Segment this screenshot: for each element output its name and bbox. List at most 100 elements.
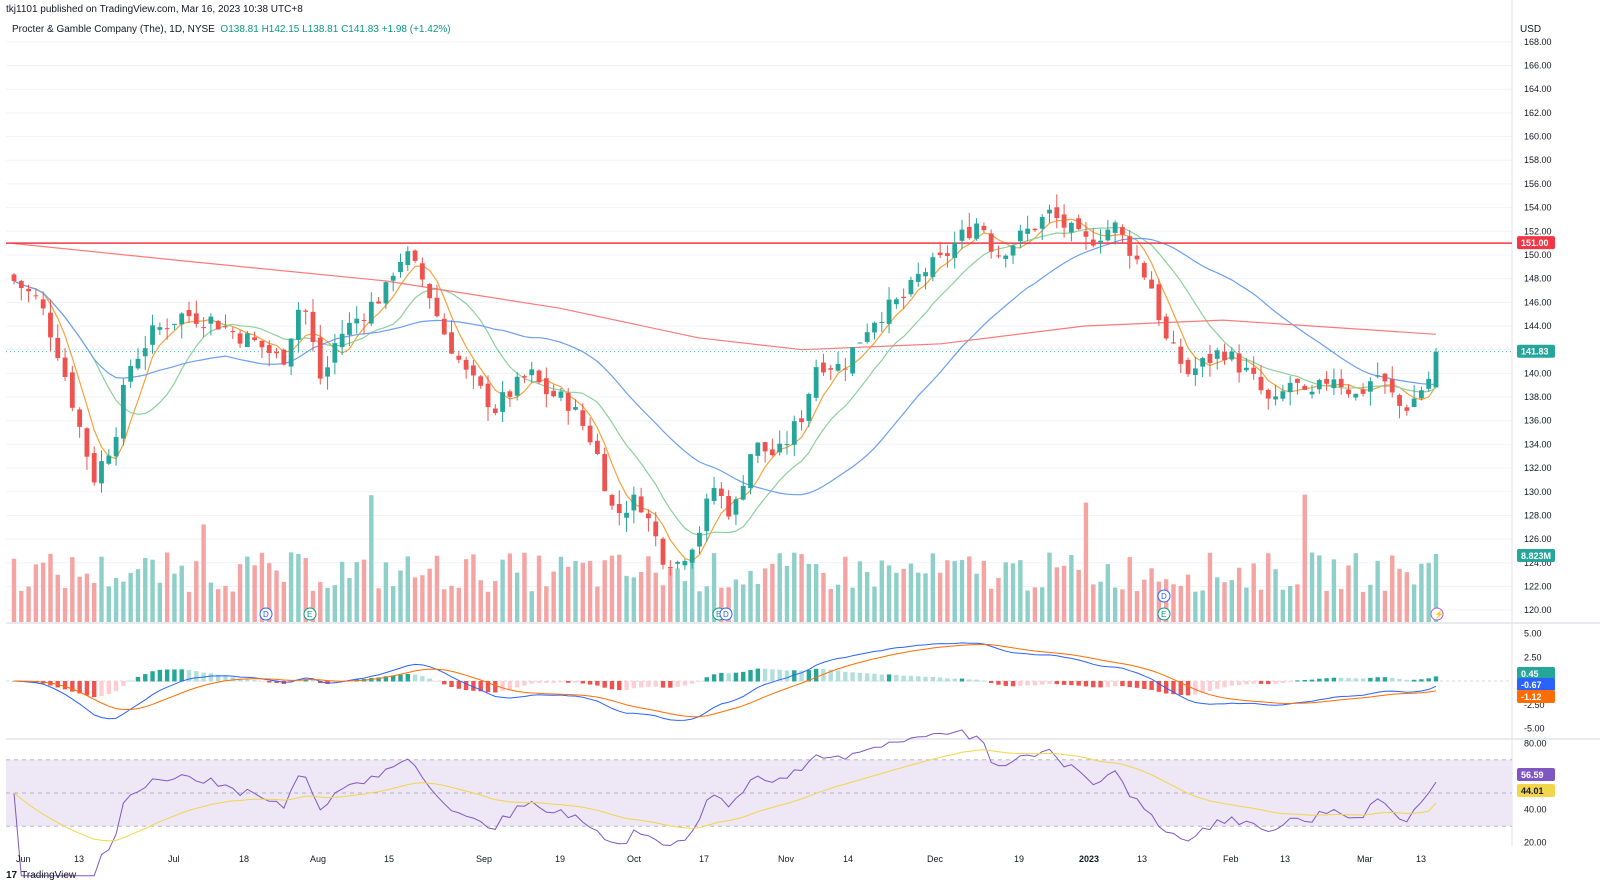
macd-histogram-bar: [1098, 681, 1103, 688]
candle-body: [230, 331, 236, 333]
macd-histogram-bar: [1411, 679, 1417, 682]
candle-body: [1149, 279, 1154, 289]
volume-bar: [186, 591, 192, 622]
volume-bar: [318, 582, 323, 622]
volume-bar: [1061, 565, 1067, 622]
macd-histogram-bar: [1390, 677, 1395, 682]
candle-body: [1419, 390, 1424, 399]
volume-bar: [274, 570, 279, 622]
volume-bar: [1390, 555, 1395, 622]
volume-bar: [325, 587, 330, 622]
macd-signal-line: [13, 643, 1437, 718]
candle-body: [325, 367, 330, 377]
candle-body: [40, 299, 46, 309]
volume-bar: [813, 564, 819, 622]
macd-tick-label: 2.50: [1524, 652, 1542, 662]
volume-bar: [427, 568, 432, 622]
candle-body: [1141, 262, 1147, 278]
macd-histogram-bar: [974, 679, 979, 682]
last-price-badge-bg: [1517, 344, 1555, 358]
volume-bar: [602, 560, 607, 622]
macd-histogram-bar: [62, 681, 68, 690]
macd-histogram-bar: [310, 680, 316, 682]
candle-body: [879, 321, 885, 323]
candle-body: [1134, 255, 1140, 260]
macd-histogram-bar: [1266, 681, 1271, 685]
macd-histogram-bar: [1229, 681, 1235, 686]
macd-histogram-bar: [128, 680, 133, 682]
volume-bar: [988, 588, 994, 622]
volume-bar: [1171, 584, 1176, 622]
candle-body: [120, 384, 126, 439]
macd-histogram-bar: [653, 681, 658, 687]
candle-body: [412, 250, 418, 261]
candle-body: [835, 363, 841, 371]
macd-hist-badge-bg: [1517, 667, 1555, 680]
candle-body: [682, 561, 688, 566]
x-tick-label: Jun: [16, 854, 31, 864]
candle-body: [1382, 373, 1388, 382]
candle-body: [1331, 379, 1337, 389]
candle-body: [419, 263, 425, 280]
candle-body: [697, 532, 702, 547]
candle-body: [755, 442, 761, 456]
volume-bar: [1346, 565, 1351, 622]
macd-histogram-bar: [1054, 681, 1059, 685]
candle-body: [1229, 351, 1235, 360]
candle-body: [77, 409, 83, 427]
macd-histogram-bar: [813, 668, 819, 682]
volume-bar: [587, 561, 593, 622]
volume-bar: [1185, 574, 1191, 622]
volume-bar: [456, 587, 462, 622]
macd-histogram-bar: [631, 681, 637, 689]
last-price-badge: 141.83: [1521, 347, 1549, 357]
volume-bar: [449, 585, 454, 622]
macd-histogram-bar: [215, 674, 221, 682]
candle-body: [609, 495, 615, 506]
volume-bar: [1207, 552, 1213, 622]
candle-body: [886, 299, 892, 324]
price-tick-label: 138.00: [1524, 392, 1552, 402]
macd-histogram-bar: [1419, 679, 1424, 682]
x-tick-label: 18: [239, 854, 249, 864]
rsi-badge-bg: [1517, 768, 1555, 781]
volume-bar: [121, 581, 126, 622]
volume-bar: [1404, 572, 1410, 622]
volume-bar: [1076, 569, 1081, 622]
volume-bar: [493, 581, 498, 622]
tradingview-footer[interactable]: 17 TradingView: [6, 870, 76, 881]
x-tick-label: 13: [1280, 854, 1290, 864]
price-tick-label: 122.00: [1524, 581, 1552, 591]
macd-histogram-bar: [1040, 681, 1045, 685]
price-tick-label: 160.00: [1524, 132, 1552, 142]
candle-body: [332, 343, 338, 363]
volume-bar: [646, 556, 651, 622]
candle-body: [274, 351, 279, 354]
macd-histogram-bar: [1178, 681, 1183, 696]
candle-body: [718, 488, 724, 496]
price-tick-label: 120.00: [1524, 605, 1552, 615]
volume-bar: [558, 556, 564, 622]
macd-histogram-bar: [719, 672, 724, 682]
price-tick-label: 148.00: [1524, 274, 1552, 284]
macd-histogram-bar: [1163, 681, 1169, 694]
macd-histogram-bar: [952, 678, 957, 682]
macd-histogram-bar: [988, 681, 994, 684]
macd-hist-badge: 0.45: [1521, 669, 1539, 679]
macd-histogram-bar: [1120, 681, 1125, 687]
candle-body: [1222, 351, 1227, 361]
volume-bar: [733, 579, 739, 622]
volume-bar: [267, 563, 272, 622]
macd-histogram-bar: [1331, 677, 1337, 682]
price-tick-label: 150.00: [1524, 250, 1552, 260]
volume-bar: [974, 573, 979, 622]
candle-body: [456, 355, 462, 360]
macd-histogram-bar: [405, 673, 410, 682]
macd-histogram-bar: [777, 669, 782, 682]
macd-histogram-bar: [857, 672, 863, 682]
volume-bar: [1069, 554, 1074, 622]
candle-body: [201, 327, 206, 329]
candle-body: [48, 312, 53, 338]
